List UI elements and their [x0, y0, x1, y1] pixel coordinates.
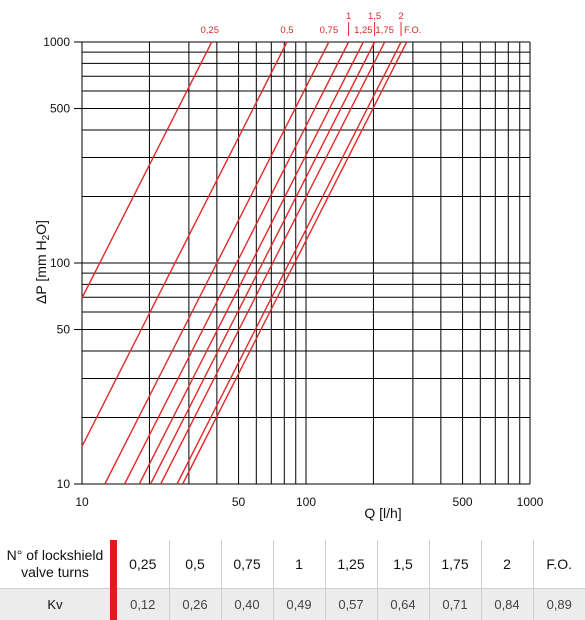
y-tick-label: 500 [50, 102, 70, 116]
turns-row: N° of lockshield valve turns 0,25 0,5 0,… [0, 540, 585, 620]
chart-grid [74, 41, 531, 485]
x-tick-label: 10 [75, 495, 89, 509]
curve-label: 0,5 [280, 25, 293, 36]
turns-cell: 0,5 [169, 540, 222, 589]
curve-line [81, 41, 288, 447]
kv-row: Kv 0,12 0,26 0,40 0,49 0,57 0,64 0,71 0,… [0, 588, 585, 620]
curve-label: F.O. [404, 25, 421, 36]
pressure-drop-chart: 10 50 100 500 1000 10 50 100 500 1000 0,25 0,5 0,75… [33, 11, 544, 521]
turns-cell: 1,5 [377, 540, 430, 589]
kv-cell: 0,12 [117, 588, 170, 620]
kv-table: N° of lockshield valve turns 0,25 0,5 0,… [0, 540, 585, 620]
turns-cell: 0,25 [117, 540, 170, 589]
chart-curve-labels: 0,25 0,5 0,75 11,25 1,5 1,75 2F.O. [200, 11, 421, 36]
y-axis-title: ΔP [mm H2O] [33, 220, 52, 304]
turns-header-line2: valve turns [21, 564, 89, 580]
y-axis-title-end: O] [33, 220, 49, 235]
x-tick-label: 50 [232, 495, 246, 509]
y-tick-label: 50 [57, 323, 71, 337]
kv-cell: 0,64 [377, 588, 430, 620]
y-tick-label: 100 [50, 256, 70, 270]
y-axis-title-sub: 2 [41, 234, 52, 240]
curve-line [160, 41, 386, 485]
curve-label: 1,5 [368, 11, 381, 22]
turns-header-line1: N° of lockshield [6, 547, 104, 563]
y-axis-title-main: ΔP [mm H [33, 240, 49, 304]
curve-line [182, 41, 408, 485]
turns-cell: 1,75 [429, 540, 482, 589]
curve-line [104, 41, 330, 485]
accent-bar [110, 540, 117, 620]
curve-line [123, 41, 350, 485]
y-tick-label: 10 [57, 477, 71, 491]
curve-line [81, 41, 213, 299]
kv-row-header: Kv [0, 588, 110, 620]
turns-row-header: N° of lockshield valve turns [0, 540, 110, 589]
kv-cell: 0,40 [221, 588, 274, 620]
chart-tick-labels: 10 50 100 500 1000 10 50 100 500 1000 [43, 35, 543, 509]
curve-line [176, 41, 402, 485]
chart-curves [81, 41, 408, 485]
turns-cell: F.O. [546, 556, 573, 572]
x-axis-title: Q [l/h] [364, 505, 401, 521]
curve-line [149, 41, 376, 485]
turns-cell: 1 [273, 540, 326, 589]
curve-label: 2 [398, 11, 403, 22]
curve-label: 1 [346, 11, 351, 22]
y-tick-label: 1000 [43, 35, 70, 49]
curve-label: 1,75 [375, 25, 394, 36]
kv-cell: 0,89 [533, 588, 585, 620]
kv-cell: 0,49 [273, 588, 326, 620]
turns-cell: 0,75 [221, 540, 274, 589]
turns-cell: 1,25 [325, 540, 378, 589]
kv-cell: 0,57 [325, 588, 378, 620]
x-tick-label: 500 [453, 495, 473, 509]
x-tick-label: 100 [296, 495, 316, 509]
x-tick-label: 1000 [517, 495, 544, 509]
kv-cell: 0,71 [429, 588, 482, 620]
curve-label: 0,25 [200, 25, 219, 36]
curve-label: 0,75 [320, 25, 339, 36]
kv-cell: 0,84 [481, 588, 534, 620]
turns-cell: 2 [481, 540, 534, 589]
kv-cell: 0,26 [169, 588, 222, 620]
curve-line [138, 41, 364, 485]
curve-label: 1,25 [354, 25, 373, 36]
